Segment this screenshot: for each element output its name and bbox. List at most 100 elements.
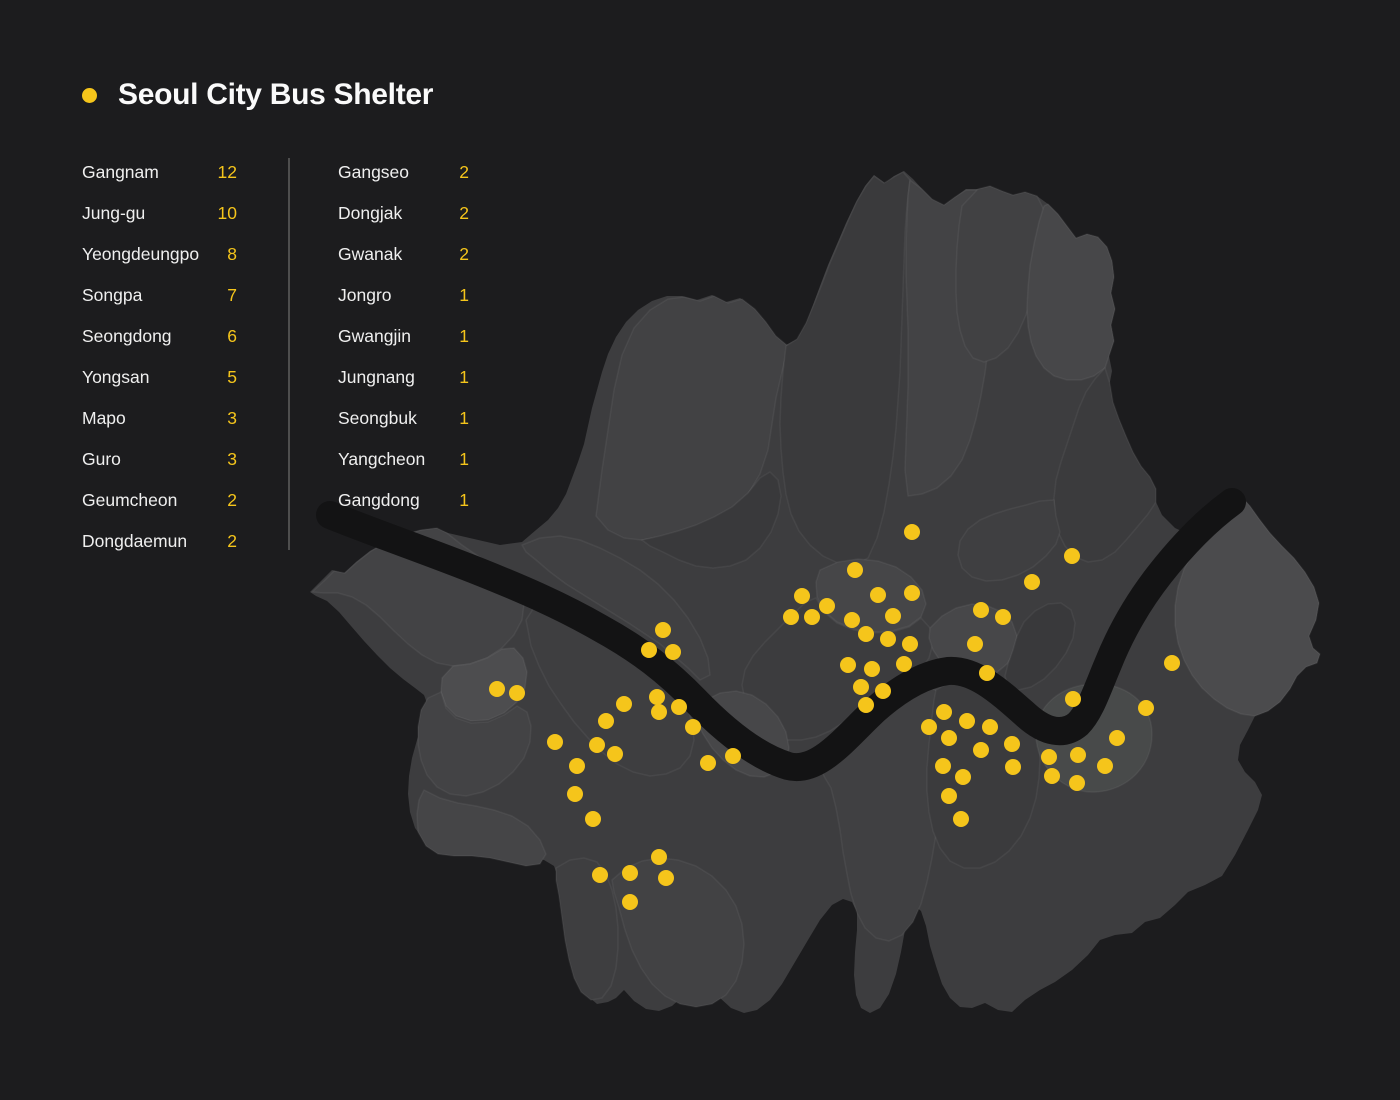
district-count: 2 <box>459 244 469 264</box>
district-jungnang <box>1053 367 1157 563</box>
district-name-label: Geumcheon <box>82 490 178 510</box>
district-guro <box>417 691 532 797</box>
district-count: 1 <box>459 408 469 428</box>
shelter-dot <box>973 602 989 618</box>
district-name-label: Dongjak <box>338 203 403 223</box>
district-count: 2 <box>459 203 469 223</box>
shelter-dot <box>858 626 874 642</box>
shelter-dot <box>936 704 952 720</box>
shelter-dot <box>794 588 810 604</box>
legend-row: Seongdong 6 <box>82 316 237 357</box>
shelter-dot <box>935 758 951 774</box>
legend-row: Yeongdeungpo 8 <box>82 234 237 275</box>
district-nowon <box>1026 203 1116 381</box>
district-name-label: Gangdong <box>338 490 420 510</box>
shelter-dot <box>1138 700 1154 716</box>
shelter-dot <box>853 679 869 695</box>
district-gangdong <box>1174 492 1321 717</box>
district-count: 1 <box>459 326 469 346</box>
district-songpa <box>1035 683 1153 793</box>
shelter-dot <box>567 786 583 802</box>
shelter-dot <box>1065 691 1081 707</box>
shelter-dot <box>941 788 957 804</box>
shelter-dots <box>489 524 1180 910</box>
title-row: Seoul City Bus Shelter <box>82 78 433 112</box>
district-mapo <box>521 535 711 681</box>
district-count: 1 <box>459 449 469 469</box>
legend-divider <box>288 158 290 550</box>
shelter-dot <box>1064 548 1080 564</box>
district-count: 3 <box>227 449 237 469</box>
shelter-dot <box>885 608 901 624</box>
shelter-dot <box>1109 730 1125 746</box>
shelter-dot <box>844 612 860 628</box>
shelter-dot <box>953 811 969 827</box>
shelter-dot <box>1044 768 1060 784</box>
shelter-dot <box>858 697 874 713</box>
shelter-dot <box>979 665 995 681</box>
legend-row: Guro 3 <box>82 439 237 480</box>
shelter-dot <box>509 685 525 701</box>
legend-row: Dongdaemun 2 <box>82 521 237 562</box>
title-bullet-icon <box>82 87 97 103</box>
district-name-label: Dongdaemun <box>82 531 188 551</box>
district-dongdaemun <box>957 499 1061 582</box>
shelter-dot <box>651 704 667 720</box>
shelter-dot <box>880 631 896 647</box>
shelter-dot <box>1024 574 1040 590</box>
district-count: 6 <box>227 326 237 346</box>
shelter-dot <box>569 758 585 774</box>
district-count: 2 <box>459 162 469 182</box>
district-count: 1 <box>459 367 469 387</box>
shelter-dot <box>725 748 741 764</box>
shelter-dot <box>622 865 638 881</box>
legend-row: Geumcheon 2 <box>82 480 237 521</box>
legend-row: Seongbuk 1 <box>338 398 469 439</box>
district-name-label: Jungnang <box>338 367 415 387</box>
district-name-label: Mapo <box>82 408 126 428</box>
shelter-dot <box>904 524 920 540</box>
shelter-dot <box>616 696 632 712</box>
legend-row: Jungnang 1 <box>338 357 469 398</box>
shelter-dot <box>655 622 671 638</box>
district-name-label: Gwangjin <box>338 326 411 346</box>
district-count: 1 <box>459 490 469 510</box>
legend-row: Yongsan 5 <box>82 357 237 398</box>
district-count: 10 <box>217 203 237 223</box>
shelter-dot <box>1097 758 1113 774</box>
shelter-dot <box>671 699 687 715</box>
shelter-dot <box>995 609 1011 625</box>
district-count: 1 <box>459 285 469 305</box>
shelter-dot <box>819 598 835 614</box>
district-name-label: Gangnam <box>82 162 159 182</box>
shelter-dot <box>1164 655 1180 671</box>
shelter-dot <box>847 562 863 578</box>
legend-row: Yangcheon 1 <box>338 439 469 480</box>
shelter-dot <box>1041 749 1057 765</box>
district-name-label: Yongsan <box>82 367 150 387</box>
page-title: Seoul City Bus Shelter <box>118 78 434 111</box>
shelter-dot <box>700 755 716 771</box>
shelter-dot <box>622 894 638 910</box>
legend-row: Gwanak 2 <box>338 234 469 275</box>
shelter-dot <box>547 734 563 750</box>
district-name-label: Seongbuk <box>338 408 417 428</box>
shelter-dot <box>840 657 856 673</box>
shelter-dot <box>904 585 920 601</box>
legend-row: Jung-gu 10 <box>82 193 237 234</box>
district-count: 8 <box>227 244 237 264</box>
shelter-dot <box>649 689 665 705</box>
shelter-dot <box>1004 736 1020 752</box>
shelter-dot <box>489 681 505 697</box>
shelter-dot <box>896 656 912 672</box>
shelter-dot <box>982 719 998 735</box>
shelter-dot <box>941 730 957 746</box>
shelter-dot <box>967 636 983 652</box>
district-name-label: Gwanak <box>338 244 403 264</box>
han-river <box>316 488 1246 782</box>
shelter-dot <box>870 587 886 603</box>
district-count: 12 <box>217 162 237 182</box>
shelter-dot <box>921 719 937 735</box>
